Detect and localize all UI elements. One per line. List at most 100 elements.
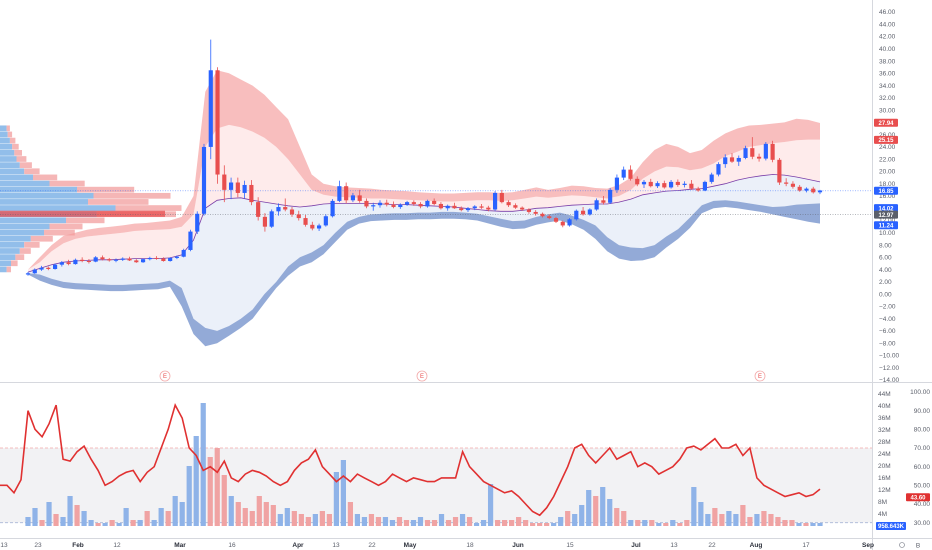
candle-body[interactable]: [614, 177, 620, 190]
volume-bar[interactable]: [410, 520, 417, 526]
candle-body[interactable]: [384, 202, 389, 205]
candle-body[interactable]: [513, 205, 518, 208]
candle-body[interactable]: [662, 183, 667, 188]
volume-bar[interactable]: [530, 523, 536, 526]
volume-bar[interactable]: [494, 520, 501, 526]
candle-body[interactable]: [716, 164, 721, 175]
candle-body[interactable]: [587, 209, 592, 215]
candle-body[interactable]: [127, 258, 132, 261]
volume-bar[interactable]: [396, 517, 403, 526]
candle-body[interactable]: [479, 206, 484, 208]
candle-body[interactable]: [418, 203, 423, 207]
candle-body[interactable]: [93, 257, 98, 262]
candle-body[interactable]: [168, 257, 173, 262]
candle-body[interactable]: [140, 259, 146, 263]
volume-bar[interactable]: [628, 520, 634, 526]
candle-body[interactable]: [526, 209, 532, 212]
volume-bar[interactable]: [677, 523, 683, 526]
candle-body[interactable]: [371, 205, 376, 207]
candle-body[interactable]: [86, 261, 92, 263]
earnings-event-marker[interactable]: [159, 370, 171, 382]
volume-bar[interactable]: [501, 520, 508, 526]
volume-bar[interactable]: [235, 502, 241, 526]
candle-body[interactable]: [391, 204, 396, 208]
volume-bar[interactable]: [25, 517, 31, 526]
candle-body[interactable]: [425, 200, 430, 207]
candle-body[interactable]: [547, 216, 552, 219]
volume-bar[interactable]: [172, 496, 178, 526]
volume-bar[interactable]: [249, 511, 255, 526]
candle-body[interactable]: [249, 184, 254, 203]
volume-bar[interactable]: [614, 508, 620, 526]
volume-bar[interactable]: [691, 487, 697, 526]
candle-body[interactable]: [601, 200, 606, 203]
volume-bar[interactable]: [558, 517, 564, 526]
volume-bar[interactable]: [452, 517, 459, 526]
candle-body[interactable]: [242, 184, 247, 193]
candle-body[interactable]: [533, 211, 538, 214]
volume-bar[interactable]: [228, 496, 234, 526]
candle-body[interactable]: [580, 210, 586, 215]
candle-body[interactable]: [100, 257, 105, 260]
volume-bar[interactable]: [60, 517, 66, 526]
candle-body[interactable]: [262, 216, 268, 227]
candle-body[interactable]: [303, 218, 308, 225]
volume-bar[interactable]: [817, 523, 823, 526]
candle-body[interactable]: [763, 143, 768, 159]
candle-body[interactable]: [784, 182, 789, 184]
volume-bar[interactable]: [768, 514, 774, 526]
volume-bar[interactable]: [116, 523, 122, 526]
volume-bar[interactable]: [621, 511, 627, 526]
volume-bar[interactable]: [509, 520, 515, 526]
candle-body[interactable]: [553, 218, 559, 222]
volume-bar[interactable]: [53, 514, 59, 526]
candle-body[interactable]: [675, 181, 680, 185]
rsi-axis[interactable]: 44M 40M 36M 32M 28M 24M 20M 16M 12M 8M 4M 100.00 90.…: [876, 389, 930, 530]
candle-body[interactable]: [438, 203, 444, 209]
candle-body[interactable]: [289, 209, 295, 215]
candle-body[interactable]: [323, 216, 328, 226]
volume-bar[interactable]: [284, 508, 290, 526]
volume-bar[interactable]: [375, 517, 382, 526]
volume-bar[interactable]: [403, 520, 410, 526]
volume-bar[interactable]: [586, 490, 592, 526]
volume-bar[interactable]: [431, 520, 438, 526]
volume-bar[interactable]: [32, 508, 38, 526]
candle-body[interactable]: [709, 174, 714, 182]
candle-body[interactable]: [777, 159, 782, 183]
volume-bar[interactable]: [473, 523, 480, 526]
candle-body[interactable]: [222, 174, 227, 190]
volume-bar[interactable]: [740, 505, 746, 526]
volume-bar[interactable]: [642, 520, 648, 526]
volume-bar[interactable]: [537, 523, 543, 526]
candle-body[interactable]: [432, 200, 437, 204]
volume-bar[interactable]: [635, 520, 641, 526]
candle-body[interactable]: [459, 208, 464, 211]
volume-bar[interactable]: [151, 520, 157, 526]
volume-bar[interactable]: [600, 487, 606, 526]
candle-body[interactable]: [567, 219, 572, 226]
candle-body[interactable]: [445, 205, 450, 209]
candle-body[interactable]: [107, 259, 112, 261]
candle-body[interactable]: [330, 200, 335, 217]
time-axis[interactable]: 13 23 Feb 12 Mar 16 Apr 13 22 May 18 Jun 15 Jul 13 22 Au…: [0, 542, 874, 549]
volume-bar[interactable]: [333, 472, 339, 526]
volume-bar[interactable]: [487, 484, 494, 526]
volume-bar[interactable]: [565, 511, 571, 526]
candle-body[interactable]: [154, 257, 159, 259]
volume-bar[interactable]: [95, 523, 101, 526]
volume-bar[interactable]: [670, 520, 676, 526]
candle-body[interactable]: [228, 182, 234, 190]
candle-body[interactable]: [811, 188, 816, 193]
volume-bar[interactable]: [438, 514, 445, 526]
price-axis[interactable]: 46.00 44.00 42.00 40.00 38.00 36.00 34.00 32.00…: [874, 9, 899, 384]
volume-bar[interactable]: [102, 523, 108, 526]
volume-bar[interactable]: [130, 520, 136, 526]
settings-icon[interactable]: [899, 542, 905, 548]
volume-bar[interactable]: [523, 520, 529, 526]
volume-bar[interactable]: [354, 514, 361, 526]
volume-bar[interactable]: [782, 520, 788, 526]
volume-bar[interactable]: [263, 502, 269, 526]
volume-bar[interactable]: [200, 403, 206, 526]
candle-body[interactable]: [817, 190, 823, 193]
